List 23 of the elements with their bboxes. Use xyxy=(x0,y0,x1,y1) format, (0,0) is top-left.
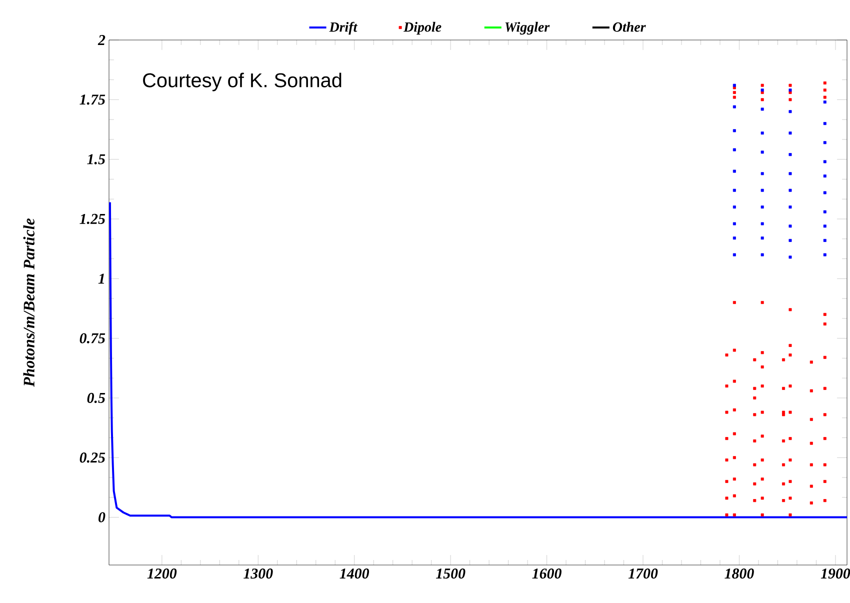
x-tick-label: 1300 xyxy=(244,568,273,579)
y-tick-label: 2 xyxy=(98,35,106,45)
x-tick-label: 1700 xyxy=(628,568,658,579)
y-tick-label: 1.5 xyxy=(87,154,106,164)
legend-label: Drift xyxy=(329,22,358,35)
legend-label: Dipole xyxy=(403,22,442,35)
x-tick-label: 1400 xyxy=(340,568,370,579)
x-tick-label: 1500 xyxy=(436,568,466,579)
y-tick-label: 0.75 xyxy=(80,333,106,344)
y-tick-label: 1.25 xyxy=(80,214,106,224)
x-tick-label: 1900 xyxy=(820,568,850,579)
legend-label: Other xyxy=(612,22,646,32)
y-tick-label: 0.5 xyxy=(87,392,106,404)
y-tick-label: 0 xyxy=(98,512,106,522)
x-tick-label: 1600 xyxy=(532,568,562,579)
legend-label: Wiggler xyxy=(505,22,550,35)
y-tick-label: 1.75 xyxy=(80,94,106,105)
y-tick-label: 0.25 xyxy=(80,452,106,463)
y-axis-title: Photons/m/Beam Particle xyxy=(23,218,34,387)
y-tick-label: 1 xyxy=(98,274,104,284)
annotation: Courtesy of K. Sonnad xyxy=(143,72,342,92)
x-tick-label: 1800 xyxy=(724,568,754,579)
x-tick-label: 1200 xyxy=(147,568,177,579)
